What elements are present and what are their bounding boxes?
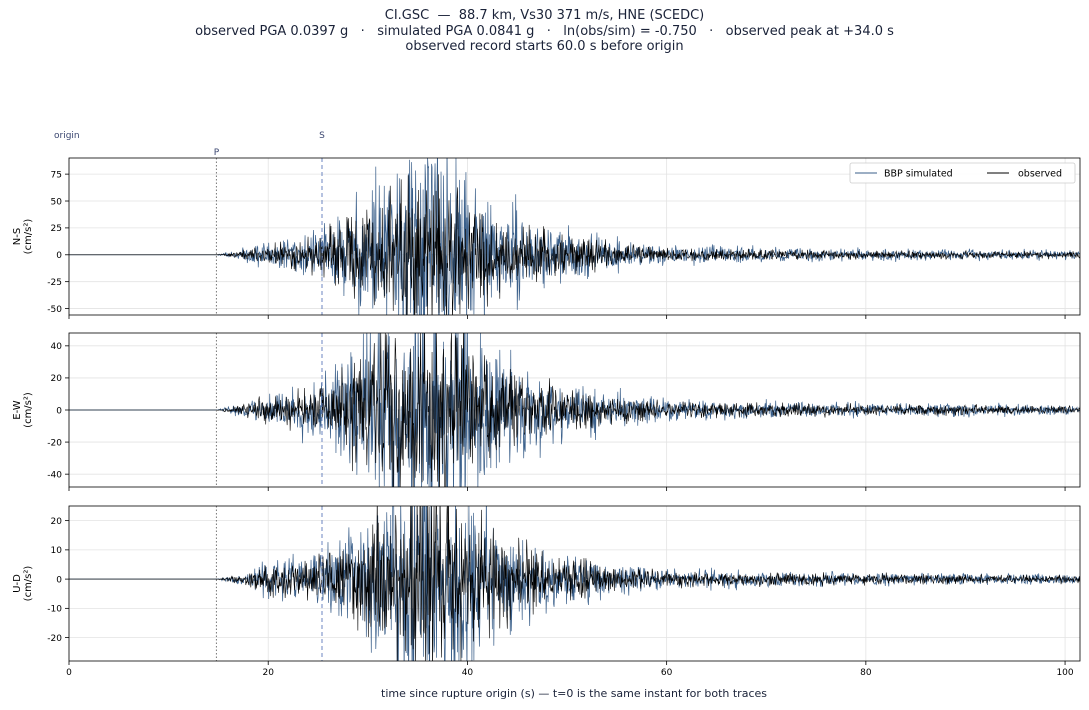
y-tick-label: -50 — [47, 305, 62, 315]
x-tick-label: 100 — [1056, 668, 1073, 678]
x-tick-label: 60 — [661, 668, 673, 678]
y-tick-label: 75 — [51, 170, 62, 180]
y-axis-label: U-D(cm/s²) — [12, 566, 34, 602]
panel-frame — [68, 505, 1081, 662]
series-sim-u-d — [69, 506, 1080, 661]
y-axis-label: N-S(cm/s²) — [12, 219, 34, 255]
x-tick-label: 40 — [462, 668, 474, 678]
y-tick-label: 20 — [51, 517, 63, 527]
title-line-1: CI.GSC — 88.7 km, Vs30 371 m/s, HNE (SCE… — [384, 8, 705, 23]
y-tick-label: 0 — [56, 575, 62, 585]
y-tick-label: -10 — [47, 605, 62, 615]
y-tick-label: -20 — [47, 634, 62, 644]
title-line-2: observed PGA 0.0397 g · simulated PGA 0.… — [195, 23, 894, 39]
y-tick-label: 0 — [56, 406, 62, 416]
x-tick-label: 20 — [262, 668, 274, 678]
legend-label-observed: observed — [1018, 169, 1062, 180]
x-axis-label: time since rupture origin (s) — t=0 is t… — [381, 687, 767, 700]
y-tick-label: -25 — [47, 278, 62, 288]
title-line-3: observed record starts 60.0 s before ori… — [405, 39, 684, 54]
y-tick-label: -20 — [47, 438, 62, 448]
series-sim-e-w — [69, 333, 1080, 487]
marker-label-s: S — [319, 131, 325, 141]
series-obs-e-w — [69, 333, 1080, 487]
waveform-panels: 75 50 25 0 -25 -50 N-S(cm/s²) BBP simulated obse… — [12, 157, 1081, 678]
series-obs-u-d — [69, 506, 1080, 661]
series-obs-n-s — [69, 174, 1080, 315]
panel-frame — [68, 332, 1081, 488]
marker-label-origin: origin — [54, 131, 80, 141]
legend: BBP simulated observed — [849, 162, 1076, 184]
y-tick-label: 50 — [51, 197, 63, 207]
y-tick-label: 20 — [51, 374, 63, 384]
y-tick-label: 0 — [56, 251, 62, 261]
chart-title: CI.GSC — 88.7 km, Vs30 371 m/s, HNE (SCE… — [0, 8, 1089, 55]
y-tick-label: 25 — [51, 224, 62, 234]
y-tick-label: 40 — [51, 342, 63, 352]
x-tick-label: 0 — [66, 668, 72, 678]
panel-frame — [68, 157, 1081, 316]
y-tick-label: -40 — [47, 470, 62, 480]
legend-label-simulated: BBP simulated — [884, 169, 953, 180]
y-tick-label: 10 — [51, 546, 63, 556]
panel-n-s: 75 50 25 0 -25 -50 N-S(cm/s²) BBP simulated obse… — [12, 157, 1081, 319]
marker-label-p: P — [214, 148, 220, 158]
x-tick-label: 80 — [860, 668, 872, 678]
phase-marker-labels: origin P S — [54, 131, 325, 158]
legend-box — [849, 162, 1076, 184]
y-axis-label: E-W(cm/s²) — [12, 392, 34, 428]
panel-e-w: 40 20 0 -20 -40 E-W(cm/s²) — [12, 332, 1081, 491]
